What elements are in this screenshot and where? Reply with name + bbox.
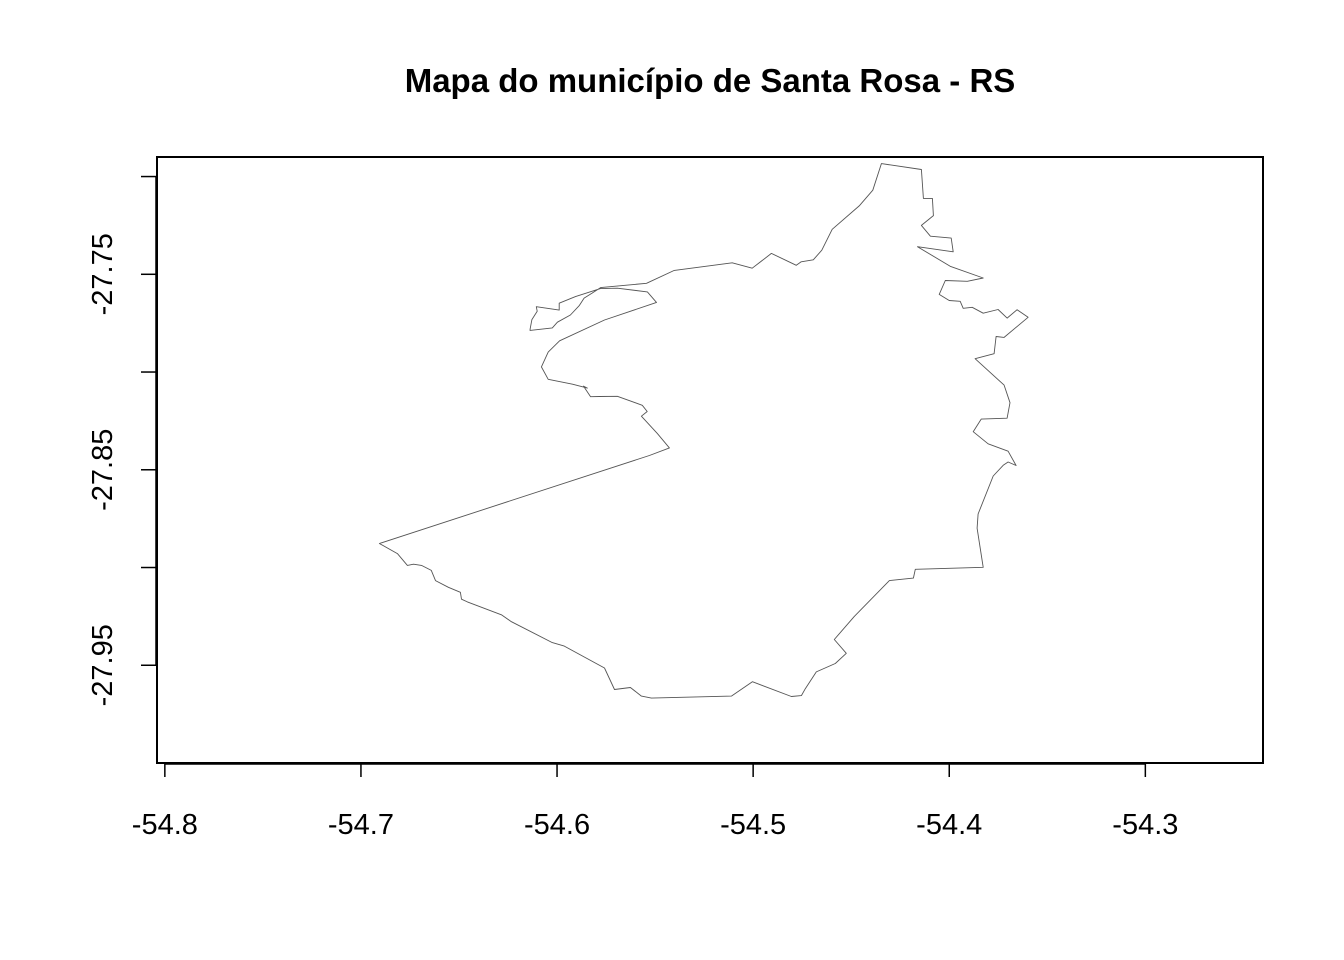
x-tick-label: -54.3 [1112, 809, 1178, 841]
x-tick-label: -54.5 [720, 809, 786, 841]
x-axis: -54.8 -54.7 -54.6 -54.5 -54.4 -54.3 [132, 763, 1178, 841]
x-tick-label: -54.4 [916, 809, 982, 841]
y-tick-label: -27.75 [87, 233, 119, 315]
y-tick-label: -27.85 [87, 429, 119, 511]
map-title: Mapa do município de Santa Rosa - RS [405, 62, 1016, 99]
x-tick-label: -54.8 [132, 809, 198, 841]
x-tick-label: -54.7 [328, 809, 394, 841]
map-layer [378, 163, 1029, 699]
y-axis: -27.95 -27.85 -27.75 [87, 175, 157, 706]
plot-frame [156, 156, 1264, 764]
y-tick-label: -27.95 [87, 624, 119, 706]
x-tick-label: -54.6 [524, 809, 590, 841]
municipality-boundary [378, 163, 1029, 699]
